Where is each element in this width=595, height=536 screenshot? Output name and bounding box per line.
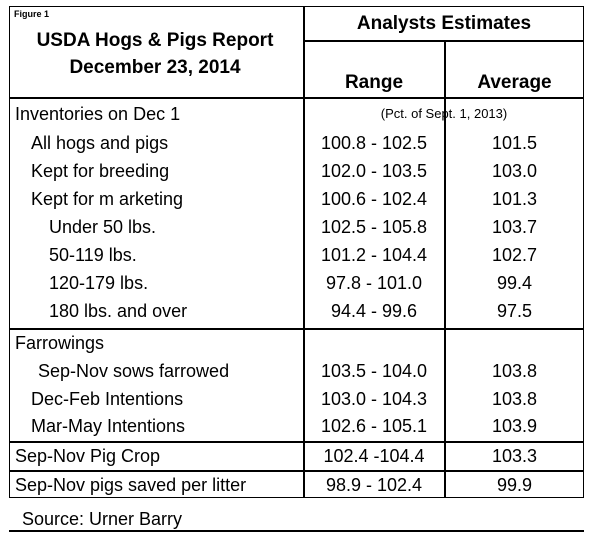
- row-average: 103.8: [491, 361, 538, 381]
- group-header-rule: [303, 40, 584, 42]
- row-label: 50-119 lbs.: [49, 245, 137, 265]
- row-range: 101.2 - 104.4: [320, 245, 428, 265]
- row-label: 120-179 lbs.: [49, 273, 149, 293]
- table-frame: [9, 6, 584, 498]
- row-range: 97.8 - 101.0: [325, 273, 423, 293]
- row-average: 99.9: [496, 475, 533, 495]
- section-rule-pigs-saved: [9, 470, 584, 472]
- row-average: 103.3: [491, 446, 538, 466]
- row-range: 98.9 - 102.4: [325, 475, 423, 495]
- row-range: 94.4 - 99.6: [330, 301, 418, 321]
- row-label: Kept for m arketing: [31, 189, 184, 209]
- row-label: Under 50 lbs.: [49, 217, 157, 237]
- row-label: Dec-Feb Intentions: [31, 389, 184, 409]
- average-header: Average: [477, 72, 552, 93]
- row-average: 102.7: [491, 245, 538, 265]
- row-label: Sep-Nov pigs saved per litter: [15, 475, 247, 495]
- row-range: 100.8 - 102.5: [320, 133, 428, 153]
- range-header: Range: [344, 72, 404, 93]
- row-range: 103.5 - 104.0: [320, 361, 428, 381]
- row-average: 101.3: [491, 189, 538, 209]
- header-rule: [9, 97, 584, 99]
- row-label: Sep-Nov Pig Crop: [15, 446, 161, 466]
- row-average: 103.7: [491, 217, 538, 237]
- row-label: Mar-May Intentions: [31, 416, 186, 436]
- row-range: 102.6 - 105.1: [320, 416, 428, 436]
- row-average: 103.0: [491, 161, 538, 181]
- analysts-estimates-header: Analysts Estimates: [356, 13, 532, 34]
- section-rule-pig-crop: [9, 441, 584, 443]
- row-range: 103.0 - 104.3: [320, 389, 428, 409]
- report-title: USDA Hogs & Pigs Report: [36, 30, 274, 51]
- section-rule-farrowings: [9, 328, 584, 330]
- pct-note: (Pct. of Sept. 1, 2013): [380, 106, 508, 121]
- row-range: 102.4 -104.4: [323, 446, 425, 466]
- row-average: 103.8: [491, 389, 538, 409]
- row-label: Kept for breeding: [31, 161, 170, 181]
- report-date: December 23, 2014: [69, 57, 241, 78]
- row-average: 99.4: [496, 273, 533, 293]
- row-average: 101.5: [491, 133, 538, 153]
- source-note: Source: Urner Barry: [22, 509, 183, 529]
- bottom-rule: [9, 530, 584, 532]
- row-average: 103.9: [491, 416, 538, 436]
- row-range: 102.5 - 105.8: [320, 217, 428, 237]
- row-label: Sep-Nov sows farrowed: [38, 361, 230, 381]
- col-divider-range: [444, 40, 446, 498]
- row-average: 97.5: [496, 301, 533, 321]
- col-divider-label: [303, 6, 305, 498]
- row-label: All hogs and pigs: [31, 133, 169, 153]
- row-label: 180 lbs. and over: [49, 301, 188, 321]
- row-label: Farrowings: [15, 333, 105, 353]
- row-label: Inventories on Dec 1: [15, 104, 181, 124]
- figure-label: Figure 1: [14, 9, 50, 19]
- row-range: 102.0 - 103.5: [320, 161, 428, 181]
- row-range: 100.6 - 102.4: [320, 189, 428, 209]
